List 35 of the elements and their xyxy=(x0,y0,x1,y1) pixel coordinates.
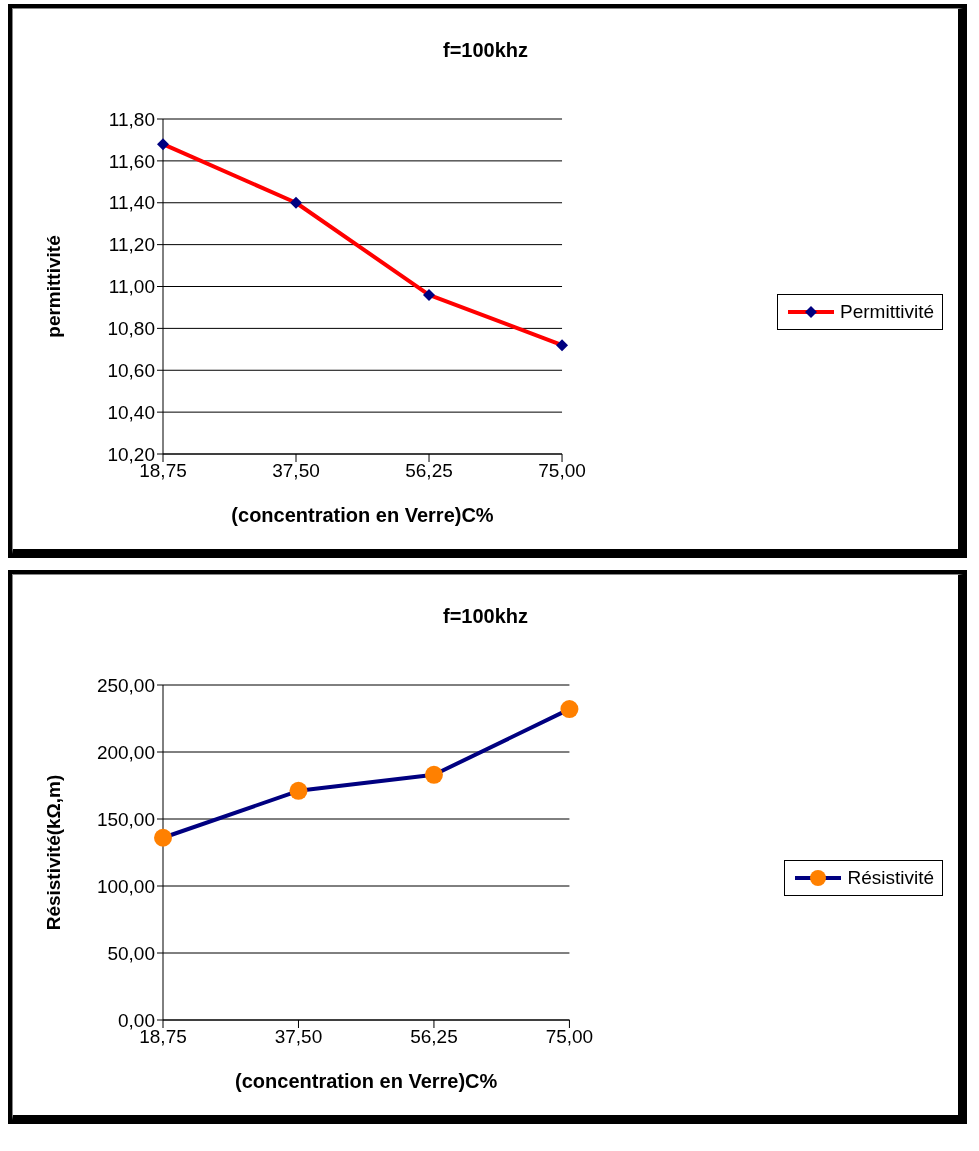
y-tick-label: 200,00 xyxy=(96,741,155,763)
legend-label: Permittivité xyxy=(840,300,934,323)
x-tick-label: 56,25 xyxy=(405,460,453,482)
point xyxy=(157,138,169,151)
point xyxy=(423,288,436,301)
y-axis-title: permittivité xyxy=(42,235,64,338)
point xyxy=(556,339,569,352)
y-tick-label: 150,00 xyxy=(96,808,155,830)
chart-title: f=100khz xyxy=(441,38,530,63)
point xyxy=(290,196,303,209)
y-tick-label: 11,00 xyxy=(108,276,155,298)
point xyxy=(154,828,172,847)
chart-title: f=100khz xyxy=(441,604,530,629)
y-tick-label: 50,00 xyxy=(107,942,155,964)
x-tick-label: 37,50 xyxy=(274,1026,323,1048)
y-tick-label: 250,00 xyxy=(96,674,155,696)
x-tick-label: 75,00 xyxy=(545,1026,594,1048)
x-axis-title: (concentration en Verre)C% xyxy=(231,504,494,526)
point xyxy=(424,765,443,784)
x-axis-title: (concentration en Verre)C% xyxy=(235,1070,498,1092)
x-tick-label: 37,50 xyxy=(272,460,320,482)
y-tick-label: 10,40 xyxy=(107,401,155,423)
y-tick-label: 11,60 xyxy=(108,150,155,172)
legend-label: Résistivité xyxy=(847,866,934,889)
y-tick-label: 10,60 xyxy=(107,359,155,381)
x-tick-label: 75,00 xyxy=(538,460,586,482)
y-axis-title: Résistivité(kΩ,m) xyxy=(42,774,64,931)
y-tick-label: 10,80 xyxy=(107,318,155,340)
point xyxy=(289,781,308,800)
point xyxy=(560,700,579,719)
y-tick-label: 100,00 xyxy=(96,875,155,897)
y-tick-label: 11,40 xyxy=(108,192,155,214)
x-tick-label: 56,25 xyxy=(410,1026,458,1048)
y-tick-label: 11,80 xyxy=(108,108,155,130)
y-tick-label: 11,20 xyxy=(108,234,155,256)
